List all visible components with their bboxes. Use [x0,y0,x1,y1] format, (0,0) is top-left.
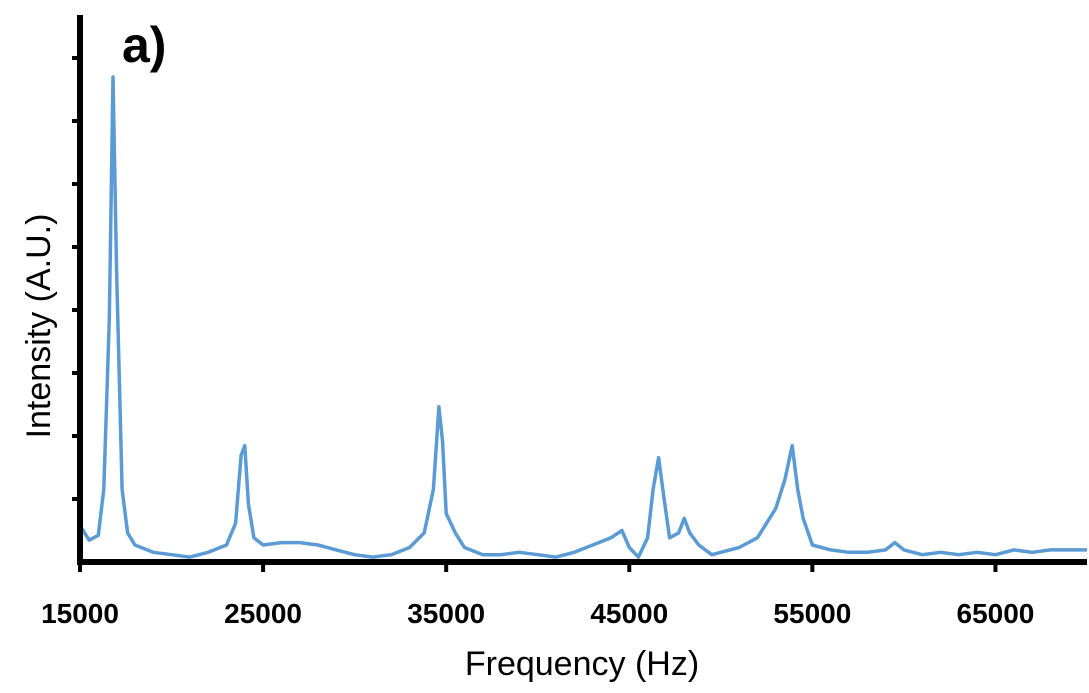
panel-label: a) [122,17,166,73]
x-tick-label: 65000 [957,598,1035,629]
x-axis-title: Frequency (Hz) [465,645,699,683]
x-tick-label: 45000 [590,598,668,629]
x-axis-tick-labels: 15000 25000 35000 45000 55000 65000 [41,598,1034,629]
x-tick-label: 55000 [773,598,851,629]
x-tick-label: 35000 [407,598,485,629]
spectrum-line [78,75,1087,559]
x-tick-label: 25000 [224,598,302,629]
x-tick-label: 15000 [41,598,119,629]
y-axis-title: Intensity (A.U.) [20,214,58,439]
